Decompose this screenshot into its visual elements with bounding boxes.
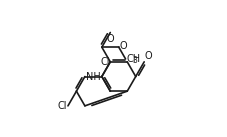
Text: O: O <box>144 51 152 61</box>
Text: CH: CH <box>126 54 140 64</box>
Text: O: O <box>106 34 114 44</box>
Text: Cl: Cl <box>100 57 109 67</box>
Text: 3: 3 <box>132 56 137 65</box>
Text: NH: NH <box>85 72 100 82</box>
Text: Cl: Cl <box>57 101 67 111</box>
Text: O: O <box>119 41 127 51</box>
